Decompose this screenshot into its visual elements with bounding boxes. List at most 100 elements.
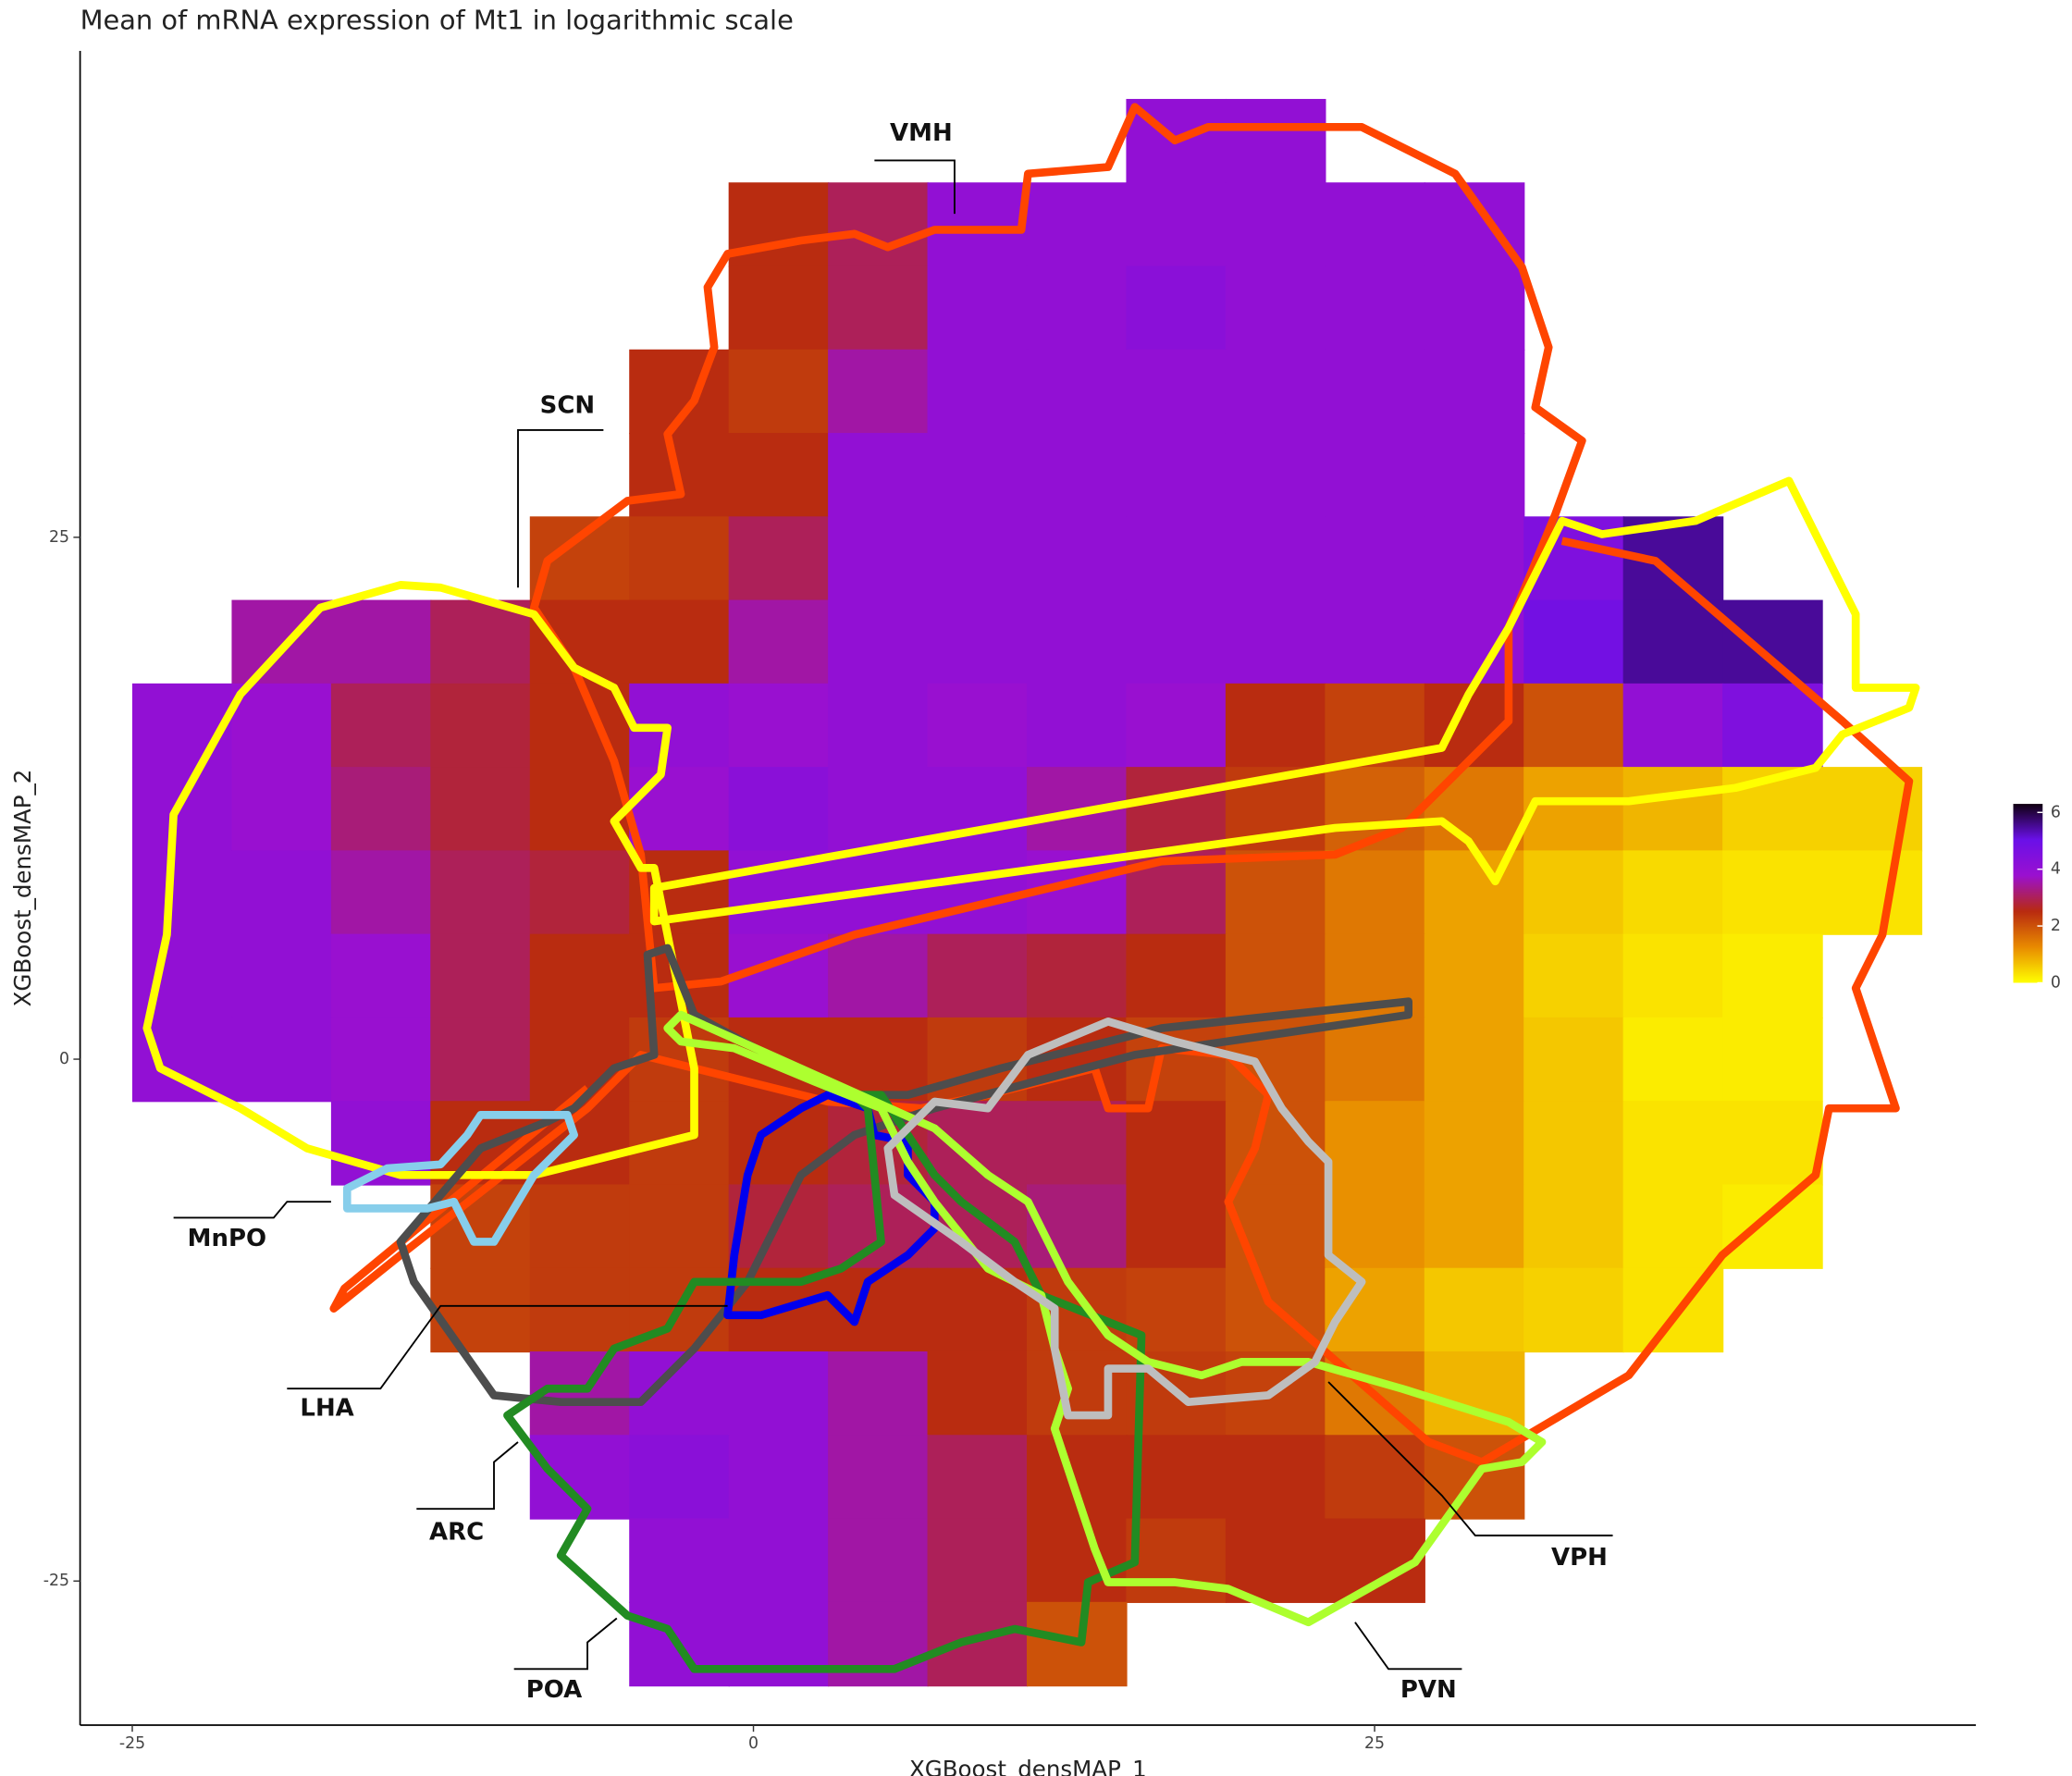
hex-cell: [927, 1101, 1029, 1186]
hex-cell: [1622, 1184, 1724, 1269]
hex-cell: [1026, 516, 1128, 601]
hex-cell: [1126, 933, 1227, 1019]
hex-cell: [1126, 516, 1227, 601]
hex-cell: [828, 1601, 929, 1687]
hex-cell: [728, 1518, 830, 1603]
colorbar-tick-label: 2: [2051, 917, 2061, 935]
hex-cell: [430, 1184, 531, 1269]
hex-cell: [330, 1017, 432, 1103]
hex-cell: [1622, 850, 1724, 935]
hex-cell: [1622, 599, 1724, 684]
hex-cell: [1424, 1017, 1525, 1103]
x-axis-label: XGBoost_densMAP_1: [909, 1756, 1147, 1776]
x-tick-label: -25: [119, 1734, 145, 1753]
hex-cell: [1722, 683, 1823, 769]
hex-cell: [728, 265, 830, 351]
hex-cell: [1622, 933, 1724, 1019]
leader-line: [173, 1201, 331, 1219]
region-label: VMH: [890, 119, 953, 147]
region-vmh: [529, 103, 1586, 993]
hex-cell: [330, 683, 432, 769]
hex-cell: [132, 933, 233, 1019]
hex-cell: [1325, 850, 1425, 935]
hex-cell: [1424, 1101, 1525, 1186]
region-label: PVN: [1400, 1676, 1457, 1704]
hex-cell: [728, 1435, 830, 1520]
hex-cell: [1026, 933, 1128, 1019]
hex-cell: [1821, 850, 1923, 935]
hex-cell: [1225, 1435, 1326, 1520]
hex-cell: [430, 1017, 531, 1103]
hex-cell: [1424, 1267, 1525, 1353]
colorbar: [2013, 804, 2043, 983]
hex-cell: [1325, 1017, 1425, 1103]
hex-cell: [828, 599, 929, 684]
hex-cell: [1026, 1518, 1128, 1603]
hex-cell: [529, 1017, 631, 1103]
hex-cell: [1325, 1435, 1425, 1520]
hex-cell: [1325, 516, 1425, 601]
hex-cell: [1523, 767, 1624, 852]
hex-cell: [1225, 599, 1326, 684]
hex-cell: [927, 265, 1029, 351]
region-vph: [883, 1017, 1366, 1420]
x-tick-label: 25: [1364, 1734, 1385, 1753]
hex-cell: [1026, 1101, 1128, 1186]
hex-cell: [629, 516, 730, 601]
hex-cell: [927, 349, 1029, 435]
hex-cell: [728, 349, 830, 435]
hex-cell: [1523, 599, 1624, 684]
hex-cell: [1126, 599, 1227, 684]
hex-cell: [1026, 182, 1128, 267]
region-vph-outer: [329, 536, 1914, 1466]
hex-cell: [927, 683, 1029, 769]
hex-cell: [1126, 1184, 1227, 1269]
region-outlines: [142, 103, 1920, 1673]
hex-cell: [1523, 1267, 1624, 1353]
hex-cell: [828, 516, 929, 601]
hex-cell: [529, 933, 631, 1019]
hex-cell: [1126, 1101, 1227, 1186]
hex-cell: [1622, 767, 1724, 852]
hex-cell: [828, 182, 929, 267]
hex-cell: [1026, 433, 1128, 518]
hex-cell: [1722, 933, 1823, 1019]
region-label: VPH: [1551, 1544, 1608, 1572]
hex-cell: [1722, 599, 1823, 684]
hex-cell: [629, 767, 730, 852]
hex-cell: [1126, 1435, 1227, 1520]
hex-cell: [1225, 850, 1326, 935]
hex-cell: [1225, 433, 1326, 518]
colorbar-tick-label: 4: [2051, 860, 2061, 879]
hex-cell: [927, 1518, 1029, 1603]
hex-cell: [1622, 1017, 1724, 1103]
y-tick-label: 25: [49, 528, 69, 547]
hex-cell: [1126, 433, 1227, 518]
hex-cell: [828, 1350, 929, 1437]
leader-line: [416, 1441, 519, 1511]
region-band: [649, 476, 1920, 926]
hex-cell: [828, 1435, 929, 1520]
hex-cell: [132, 850, 233, 935]
hex-cell: [1424, 1184, 1525, 1269]
region-pvn: [663, 1010, 1547, 1627]
colorbar-tick-label: 6: [2051, 803, 2061, 821]
region-label: MnPO: [188, 1225, 266, 1252]
hex-cell: [828, 265, 929, 351]
hex-cell: [1722, 1184, 1823, 1269]
hex-cell: [1026, 349, 1128, 435]
y-axis-label: XGBoost_densMAP_2: [9, 770, 36, 1007]
hex-cell: [927, 1601, 1029, 1687]
hex-cell: [828, 767, 929, 852]
hex-cell: [1424, 433, 1525, 518]
hex-cell: [927, 433, 1029, 518]
hex-cell: [1026, 599, 1128, 684]
hex-cell: [132, 767, 233, 852]
hex-cell: [927, 182, 1029, 267]
hex-cell: [1424, 850, 1525, 935]
hex-cell: [430, 599, 531, 684]
hex-cell: [629, 1435, 730, 1520]
region-lha: [396, 944, 1413, 1406]
hex-cell: [728, 683, 830, 769]
hex-cell: [1126, 265, 1227, 351]
